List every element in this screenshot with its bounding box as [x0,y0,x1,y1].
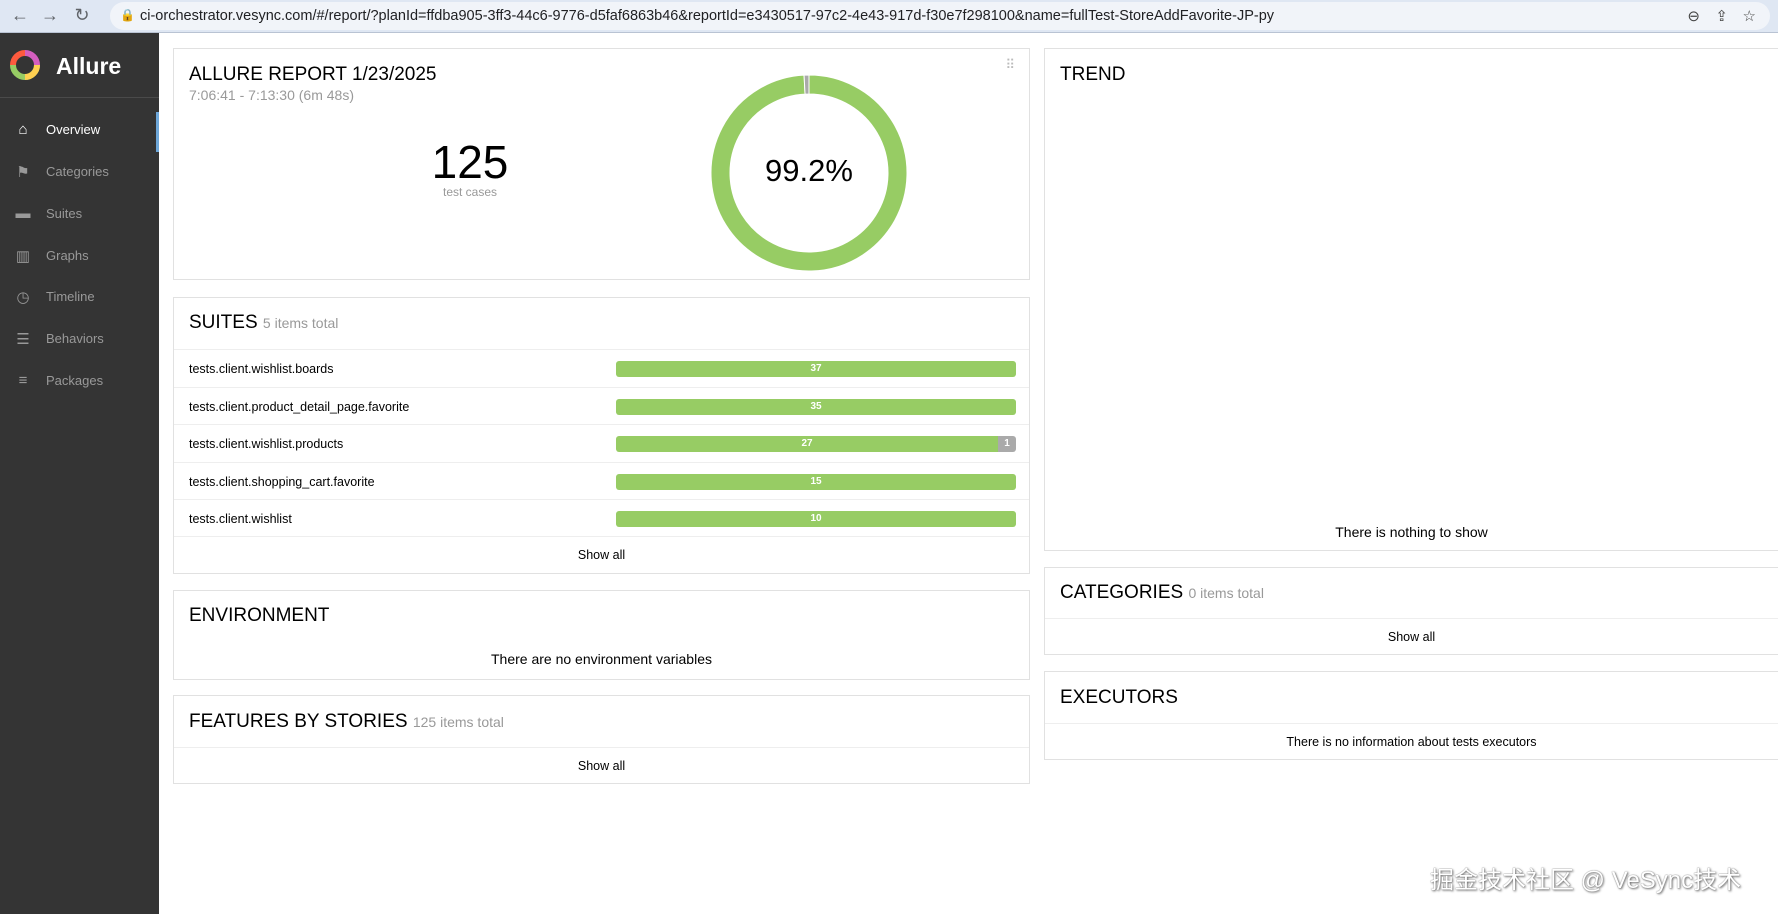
sidebar-item-label: Packages [46,373,104,388]
suite-status-bar: 27 1 [616,436,1016,452]
summary-widget: ALLURE REPORT 1/23/2025 7:06:41 - 7:13:3… [173,48,1030,280]
sidebar-item-timeline[interactable]: ◷ Timeline [0,279,159,315]
categories-widget: CATEGORIES 0 items total Show all [1044,567,1778,655]
browser-toolbar: ← → ↻ 🔒 ci-orchestrator.vesync.com/#/rep… [0,0,1778,33]
suite-row[interactable]: tests.client.wishlist 10 [174,499,1029,537]
executors-title: EXECUTORS [1060,687,1178,708]
sidebar-item-suites[interactable]: ▬ Suites [0,196,159,232]
environment-title: ENVIRONMENT [189,605,330,626]
suite-row[interactable]: tests.client.shopping_cart.favorite 15 [174,461,1029,500]
sidebar-item-behaviors[interactable]: ☰ Behaviors [0,321,159,357]
passed-segment[interactable]: 35 [616,398,1016,415]
sidebar-item-label: Timeline [46,289,95,304]
drag-handle-icon[interactable]: ⠿ [1005,57,1015,72]
suite-status-bar: 37 [616,361,1016,377]
trend-widget: TREND There is nothing to show [1044,48,1778,551]
features-title: FEATURES BY STORIES [189,711,408,732]
trend-empty: There is nothing to show [1335,524,1488,540]
show-all-link[interactable]: Show all [577,759,626,773]
suite-row[interactable]: tests.client.wishlist.products 27 1 [174,424,1029,462]
unknown-segment[interactable]: 1 [998,436,1016,452]
flag-icon: ⚑ [16,164,30,181]
environment-empty: There are no environment variables [490,651,712,667]
passed-segment[interactable]: 27 [616,436,998,452]
reload-icon[interactable]: ↻ [74,5,90,25]
suites-widget: SUITES 5 items total tests.client.wishli… [173,297,1030,574]
test-count-label: test cases [442,185,498,199]
bar-chart-icon: ▥ [15,248,31,265]
report-time: 7:06:41 - 7:13:30 (6m 48s) [189,87,354,103]
star-icon[interactable]: ☆ [1742,8,1756,25]
suite-row[interactable]: tests.client.wishlist.boards 37 [174,349,1029,387]
suite-name: tests.client.wishlist.boards [189,362,334,376]
sidebar-item-graphs[interactable]: ▥ Graphs [0,238,159,274]
forward-icon[interactable]: → [41,5,59,25]
categories-count: 0 items total [1188,585,1264,601]
suite-name: tests.client.shopping_cart.favorite [189,474,375,489]
sidebar-item-overview[interactable]: ⌂ Overview [0,112,159,152]
share-icon[interactable]: ⇪ [1715,8,1728,25]
sidebar-item-label: Categories [46,164,109,179]
categories-title: CATEGORIES [1060,582,1184,603]
trend-title: TREND [1060,64,1126,85]
passed-segment[interactable]: 10 [616,511,1016,527]
success-rate-donut [710,74,908,272]
divider [0,97,159,98]
passed-segment[interactable]: 15 [616,473,1016,490]
passed-segment[interactable]: 37 [616,361,1016,377]
passed-slice[interactable] [710,74,908,272]
suite-name: tests.client.product_detail_page.favorit… [189,399,410,414]
suite-status-bar: 35 [616,398,1016,415]
sidebar-item-label: Overview [46,122,101,137]
executors-widget: EXECUTORS There is no information about … [1044,671,1778,760]
suite-name: tests.client.wishlist [189,512,292,526]
suites-title: SUITES [189,312,258,333]
sidebar-item-packages[interactable]: ≡ Packages [0,363,159,399]
suite-status-bar: 15 [616,473,1016,490]
zoom-icon[interactable]: ⊖ [1687,8,1700,25]
show-all-link[interactable]: Show all [577,548,626,562]
categories-show-all[interactable]: Show all [1045,618,1778,656]
sidebar-item-label: Behaviors [46,331,104,346]
show-all-link[interactable]: Show all [1387,630,1436,644]
suite-name: tests.client.wishlist.products [189,437,344,451]
brand-name: Allure [56,53,122,79]
watermark: 掘金技术社区 @ VeSync技术 [1430,867,1742,894]
suites-show-all[interactable]: Show all [174,536,1029,574]
briefcase-icon: ▬ [15,205,31,222]
align-left-icon: ≡ [18,372,28,389]
lock-icon: 🔒 [120,8,135,22]
home-icon: ⌂ [18,121,28,138]
features-widget: FEATURES BY STORIES 125 items total Show… [173,695,1030,784]
sidebar-item-categories[interactable]: ⚑ Categories [0,154,159,190]
list-icon: ☰ [16,331,30,348]
suite-status-bar: 10 [616,511,1016,527]
sidebar-item-label: Graphs [46,248,89,263]
environment-widget: ENVIRONMENT There are no environment var… [173,590,1030,680]
suites-count: 5 items total [262,315,339,331]
features-show-all[interactable]: Show all [174,747,1029,785]
back-icon[interactable]: ← [11,5,29,25]
url-text[interactable]: ci-orchestrator.vesync.com/#/report/?pla… [140,8,1275,24]
executors-empty: There is no information about tests exec… [1286,735,1537,749]
success-rate: 99.2% [765,153,853,188]
sidebar-item-label: Suites [46,206,83,221]
unknown-slice[interactable] [803,74,810,95]
address-bar[interactable]: 🔒 ci-orchestrator.vesync.com/#/report/?p… [110,2,1770,30]
executors-row: There is no information about tests exec… [1045,723,1778,761]
sidebar: Allure ⌂ Overview ⚑ Categories ▬ Suites ▥ Gr… [0,33,159,914]
clock-icon: ◷ [16,289,30,306]
allure-logo [10,50,40,80]
report-title: ALLURE REPORT 1/23/2025 [189,64,437,85]
features-count: 125 items total [412,714,504,730]
test-count: 125 [431,136,509,188]
suite-row[interactable]: tests.client.product_detail_page.favorit… [174,386,1029,425]
